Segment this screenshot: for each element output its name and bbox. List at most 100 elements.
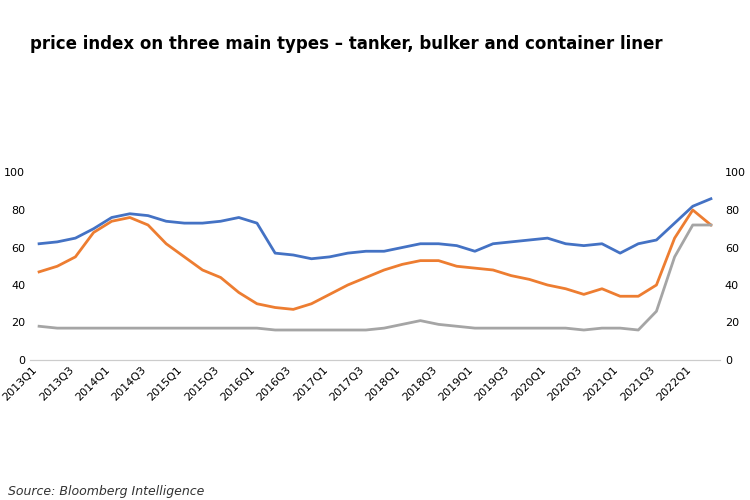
Tanker (LHS) <box>198 220 207 226</box>
Tanker (LHS) <box>362 248 370 254</box>
Containerliner (RHS) <box>162 325 171 331</box>
Bulker (LHS) <box>579 292 588 298</box>
Containerliner (RHS) <box>507 325 516 331</box>
Bulker (LHS) <box>34 269 44 275</box>
Tanker (LHS) <box>216 218 225 224</box>
Containerliner (RHS) <box>53 325 62 331</box>
Tanker (LHS) <box>125 211 134 217</box>
Containerliner (RHS) <box>706 222 716 228</box>
Bulker (LHS) <box>688 207 698 213</box>
Containerliner (RHS) <box>470 325 479 331</box>
Bulker (LHS) <box>289 306 298 312</box>
Tanker (LHS) <box>579 242 588 248</box>
Containerliner (RHS) <box>362 327 370 333</box>
Containerliner (RHS) <box>434 322 443 328</box>
Tanker (LHS) <box>143 212 152 218</box>
Tanker (LHS) <box>180 220 189 226</box>
Tanker (LHS) <box>107 214 116 220</box>
Bulker (LHS) <box>670 235 679 241</box>
Bulker (LHS) <box>271 304 280 310</box>
Containerliner (RHS) <box>143 325 152 331</box>
Bulker (LHS) <box>380 267 388 273</box>
Containerliner (RHS) <box>71 325 80 331</box>
Containerliner (RHS) <box>634 327 643 333</box>
Bulker (LHS) <box>162 241 171 247</box>
Containerliner (RHS) <box>180 325 189 331</box>
Containerliner (RHS) <box>271 327 280 333</box>
Containerliner (RHS) <box>234 325 243 331</box>
Bulker (LHS) <box>71 254 80 260</box>
Text: Source: Bloomberg Intelligence: Source: Bloomberg Intelligence <box>8 485 204 498</box>
Containerliner (RHS) <box>543 325 552 331</box>
Bulker (LHS) <box>198 267 207 273</box>
Bulker (LHS) <box>488 267 497 273</box>
Bulker (LHS) <box>253 300 262 306</box>
Bulker (LHS) <box>344 282 352 288</box>
Tanker (LHS) <box>488 241 497 247</box>
Tanker (LHS) <box>271 250 280 256</box>
Containerliner (RHS) <box>253 325 262 331</box>
Containerliner (RHS) <box>89 325 98 331</box>
Bulker (LHS) <box>706 222 716 228</box>
Line: Containerliner (RHS): Containerliner (RHS) <box>39 225 711 330</box>
Tanker (LHS) <box>434 241 443 247</box>
Containerliner (RHS) <box>380 325 388 331</box>
Containerliner (RHS) <box>198 325 207 331</box>
Bulker (LHS) <box>125 214 134 220</box>
Tanker (LHS) <box>616 250 625 256</box>
Bulker (LHS) <box>89 230 98 235</box>
Bulker (LHS) <box>362 274 370 280</box>
Tanker (LHS) <box>234 214 243 220</box>
Containerliner (RHS) <box>652 308 661 314</box>
Bulker (LHS) <box>107 218 116 224</box>
Bulker (LHS) <box>143 222 152 228</box>
Tanker (LHS) <box>307 256 316 262</box>
Tanker (LHS) <box>470 248 479 254</box>
Tanker (LHS) <box>543 235 552 241</box>
Containerliner (RHS) <box>670 254 679 260</box>
Tanker (LHS) <box>706 196 716 202</box>
Bulker (LHS) <box>180 254 189 260</box>
Tanker (LHS) <box>634 241 643 247</box>
Containerliner (RHS) <box>579 327 588 333</box>
Containerliner (RHS) <box>289 327 298 333</box>
Tanker (LHS) <box>162 218 171 224</box>
Tanker (LHS) <box>525 237 534 243</box>
Containerliner (RHS) <box>688 222 698 228</box>
Containerliner (RHS) <box>307 327 316 333</box>
Containerliner (RHS) <box>561 325 570 331</box>
Tanker (LHS) <box>344 250 352 256</box>
Tanker (LHS) <box>289 252 298 258</box>
Bulker (LHS) <box>234 290 243 296</box>
Tanker (LHS) <box>398 244 406 250</box>
Bulker (LHS) <box>452 263 461 269</box>
Containerliner (RHS) <box>616 325 625 331</box>
Bulker (LHS) <box>53 263 62 269</box>
Containerliner (RHS) <box>525 325 534 331</box>
Bulker (LHS) <box>525 276 534 282</box>
Bulker (LHS) <box>543 282 552 288</box>
Bulker (LHS) <box>507 272 516 278</box>
Tanker (LHS) <box>34 241 44 247</box>
Bulker (LHS) <box>598 286 607 292</box>
Bulker (LHS) <box>434 258 443 264</box>
Containerliner (RHS) <box>125 325 134 331</box>
Tanker (LHS) <box>89 226 98 232</box>
Bulker (LHS) <box>416 258 425 264</box>
Bulker (LHS) <box>634 293 643 299</box>
Line: Bulker (LHS): Bulker (LHS) <box>39 210 711 310</box>
Bulker (LHS) <box>325 292 334 298</box>
Tanker (LHS) <box>652 237 661 243</box>
Bulker (LHS) <box>652 282 661 288</box>
Containerliner (RHS) <box>452 323 461 329</box>
Tanker (LHS) <box>416 241 425 247</box>
Containerliner (RHS) <box>325 327 334 333</box>
Containerliner (RHS) <box>344 327 352 333</box>
Containerliner (RHS) <box>598 325 607 331</box>
Tanker (LHS) <box>325 254 334 260</box>
Line: Tanker (LHS): Tanker (LHS) <box>39 198 711 259</box>
Tanker (LHS) <box>452 242 461 248</box>
Bulker (LHS) <box>616 293 625 299</box>
Containerliner (RHS) <box>416 318 425 324</box>
Tanker (LHS) <box>561 241 570 247</box>
